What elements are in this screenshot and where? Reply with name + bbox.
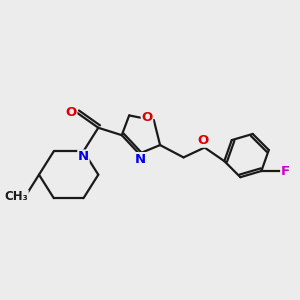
Text: O: O: [198, 134, 209, 147]
Text: N: N: [78, 150, 89, 163]
Text: O: O: [141, 111, 153, 124]
Text: N: N: [135, 153, 146, 166]
Text: O: O: [65, 106, 77, 119]
Text: CH₃: CH₃: [4, 190, 28, 203]
Text: F: F: [281, 164, 290, 178]
